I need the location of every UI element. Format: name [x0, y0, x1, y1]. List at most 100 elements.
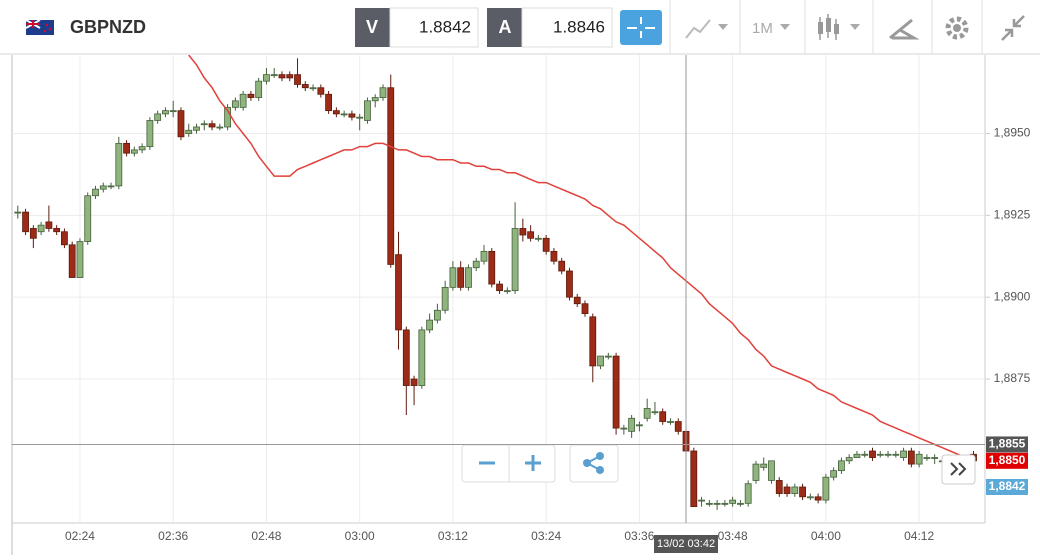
candle-body	[915, 453, 923, 465]
price-tag	[986, 479, 1028, 495]
caret	[718, 24, 728, 30]
timeframe[interactable]: 1M	[752, 20, 773, 37]
caret	[780, 24, 790, 30]
candle-body	[294, 74, 301, 85]
candle-body	[760, 463, 768, 468]
bid-box	[389, 7, 479, 48]
toolbar: GBPNZD V 1.8842 A 1.8846 1M	[0, 0, 1040, 55]
crosshair-time-label: 13/02 03:42	[657, 538, 715, 550]
candle-body	[744, 483, 752, 504]
candle-body	[441, 286, 449, 311]
crosshair-icon	[627, 17, 655, 38]
candle-body	[224, 106, 231, 128]
candle-body	[356, 116, 364, 119]
share-button[interactable]	[569, 444, 619, 483]
candle-body	[325, 93, 333, 112]
ask-button[interactable]	[487, 8, 522, 47]
x-tick-label: 03:48	[718, 529, 748, 543]
candle-body	[861, 453, 869, 456]
x-tick-label: 03:00	[345, 529, 375, 543]
candle-body	[674, 421, 682, 432]
draw-icon[interactable]	[889, 18, 920, 40]
candle-body	[37, 224, 45, 233]
x-tick-label: 02:24	[65, 529, 95, 543]
candle-body	[690, 450, 698, 508]
candle-body	[550, 250, 558, 262]
ask-price: 1.8846	[553, 17, 605, 36]
candle-body	[643, 408, 651, 419]
candle-body	[620, 427, 628, 430]
chart-type-icon[interactable]	[685, 19, 711, 39]
candle-body	[239, 93, 247, 108]
candle-body	[791, 486, 799, 494]
x-tick-label: 02:48	[251, 529, 281, 543]
y-tick-label: 1,8950	[994, 126, 1031, 140]
candle-body	[838, 460, 845, 472]
price-tag	[986, 452, 1028, 469]
candle-body	[775, 480, 783, 494]
y-tick-label: 1,8900	[994, 289, 1031, 303]
candle-body	[332, 110, 340, 115]
bid-price: 1.8842	[419, 17, 471, 36]
collapse-icon[interactable]	[1001, 15, 1025, 41]
crosshair-button[interactable]	[620, 10, 662, 45]
candle-body	[783, 486, 791, 494]
candle-body	[99, 185, 107, 190]
candle-body	[876, 453, 884, 456]
candle-body	[76, 241, 84, 278]
candle-body	[309, 87, 317, 90]
candle-body	[418, 329, 426, 386]
x-tick-label: 04:12	[904, 529, 934, 543]
zoom-in[interactable]	[525, 455, 541, 471]
candle-body	[542, 237, 550, 252]
ask-box	[521, 7, 613, 48]
candle-body	[845, 457, 853, 462]
candle-body	[216, 126, 224, 129]
candle-body	[814, 496, 822, 501]
candle-body	[907, 450, 915, 465]
scroll-right-button[interactable]	[941, 454, 976, 485]
candle-body	[410, 378, 418, 386]
candle-body	[185, 129, 193, 134]
candle-body	[659, 411, 667, 422]
candle-body	[84, 195, 92, 242]
symbol: GBPNZD	[70, 17, 146, 37]
flag	[25, 19, 54, 35]
candle-body	[107, 185, 115, 188]
candle-body	[589, 316, 597, 367]
candle-body	[558, 260, 566, 272]
candle-body	[138, 146, 146, 151]
candle-body	[496, 283, 503, 292]
candle-body	[465, 267, 472, 288]
overlays	[188, 55, 974, 462]
candle-body	[340, 113, 348, 116]
candle-body	[387, 87, 395, 265]
bid-button[interactable]	[355, 8, 390, 47]
candle-body	[636, 424, 643, 427]
x-tick-label: 03:12	[438, 529, 468, 543]
candle-body	[286, 74, 294, 79]
candle-body	[278, 74, 286, 79]
candle-body	[426, 319, 434, 331]
candle-body	[651, 411, 659, 414]
candle-body	[581, 303, 589, 314]
candle-body	[566, 270, 573, 298]
candle-body	[729, 499, 737, 504]
candle-body	[263, 74, 270, 82]
candle-body	[247, 93, 255, 98]
candle-body	[892, 453, 900, 456]
candle-body	[193, 126, 200, 131]
candle-body	[115, 142, 123, 187]
candle-body	[573, 296, 581, 305]
candle-body	[177, 110, 185, 138]
settings-icon[interactable]	[945, 16, 969, 40]
candle-body	[301, 84, 309, 89]
candle-body	[869, 450, 876, 458]
candle-body	[799, 486, 806, 498]
y-tick-label: 1,8925	[994, 208, 1031, 222]
candle-body	[457, 267, 465, 288]
bid-label: V	[366, 17, 378, 37]
candles-icon[interactable]	[818, 14, 839, 40]
candle-body	[667, 421, 674, 423]
